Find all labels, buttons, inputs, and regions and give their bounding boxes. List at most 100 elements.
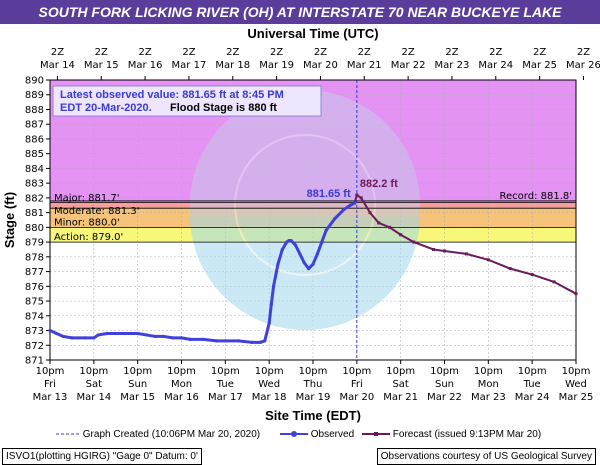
y-tick-label: 875 [25, 297, 44, 308]
top-tick-date: Mar 25 [522, 60, 557, 71]
observed-point [353, 201, 357, 205]
y-tick-label: 888 [25, 105, 44, 116]
observed-point [48, 328, 52, 333]
observed-point [258, 340, 262, 344]
observed-point [92, 336, 96, 340]
x-tick-date: Mar 13 [33, 392, 68, 403]
y-tick-label: 887 [25, 120, 44, 131]
top-tick-hour: 2Z [358, 47, 371, 58]
forecast-point [412, 240, 416, 244]
latest-value-line2: EDT 20-Mar-2020. [60, 102, 152, 114]
observed-point [324, 228, 328, 232]
observed-point [293, 243, 298, 247]
forecast-point [443, 249, 446, 253]
observed-point [250, 340, 254, 344]
record-label: Record: 881.8' [500, 191, 572, 202]
forecast-line [353, 193, 577, 295]
y-tick-label: 871 [25, 356, 44, 367]
forecast-point [368, 211, 372, 215]
x-tick-day: Wed [565, 379, 587, 390]
legend-graph-created-label: Graph Created (10:06PM Mar 20, 2020) [82, 429, 261, 440]
y-tick-label: 872 [25, 341, 44, 352]
observed-point [280, 247, 284, 252]
y-tick-label: 890 [25, 76, 44, 87]
forecast-point [530, 273, 534, 277]
observed-point [236, 339, 241, 343]
flood-label: Major: 881.7' [54, 193, 120, 204]
x-tick-date: Mar 14 [76, 392, 111, 403]
x-tick-day: Wed [258, 379, 280, 390]
observed-point [144, 333, 149, 337]
observed-point [179, 336, 184, 340]
forecast-peak-label: 882.2 ft [360, 178, 398, 190]
observed-point [83, 336, 87, 340]
observed-point [162, 334, 166, 339]
forecast-point [486, 258, 490, 262]
latest-value-line1: Latest observed value: 881.65 ft at 8:45… [60, 89, 284, 101]
x-tick-time: 10pm [474, 366, 503, 377]
observed-point [320, 240, 324, 244]
observed-point [223, 339, 227, 343]
observed-point [311, 262, 315, 266]
latest-value-box [52, 85, 322, 117]
observed-point [171, 336, 175, 340]
observed-point [61, 334, 65, 339]
observed-point [271, 284, 276, 288]
legend-forecast: Forecast (issued 9:13PM Mar 20) [362, 426, 541, 444]
legend-graph-created: Graph Created (10:06PM Mar 20, 2020) [56, 426, 260, 444]
top-tick-date: Mar 17 [172, 60, 207, 71]
observed-point [298, 252, 302, 256]
station-info: ISVO1(plotting HGIRG) "Gage 0" Datum: 0' [2, 448, 202, 465]
observed-point [54, 331, 59, 336]
legend: Graph Created (10:06PM Mar 20, 2020) Obs… [0, 426, 600, 444]
top-tick-date: Mar 14 [40, 60, 75, 71]
x-tick-day: Mon [171, 379, 192, 390]
flood-label: Moderate: 881.3' [54, 206, 139, 217]
observed-peak-label: 881.65 ft [307, 188, 351, 200]
data-source: Observations courtesy of US Geological S… [376, 448, 596, 465]
observed-point [307, 267, 311, 271]
legend-forecast-label: Forecast (issued 9:13PM Mar 20) [392, 429, 542, 440]
x-tick-time: 10pm [386, 366, 415, 377]
forecast-point [359, 196, 363, 200]
observed-point [188, 337, 192, 341]
y-tick-label: 880 [25, 223, 44, 234]
hydrograph-chart: Major: 881.7' Moderate: 881.3'Minor: 880.… [2, 26, 600, 423]
x-tick-date: Mar 23 [471, 392, 506, 403]
x-tick-day: Mon [478, 379, 499, 390]
y-tick-label: 876 [25, 282, 44, 293]
flood-label: Minor: 880.0' [54, 217, 120, 228]
top-axis-title: Universal Time (UTC) [247, 26, 378, 41]
top-tick-date: Mar 22 [391, 60, 426, 71]
y-tick-label: 883 [25, 179, 44, 190]
x-tick-day: Sat [86, 379, 102, 390]
top-tick-hour: 2Z [445, 47, 458, 58]
observed-point [315, 252, 319, 256]
x-tick-date: Mar 24 [515, 392, 550, 403]
top-tick-hour: 2Z [95, 47, 108, 58]
x-tick-time: 10pm [123, 366, 152, 377]
x-tick-day: Tue [523, 379, 541, 390]
legend-observed-label: Observed [310, 429, 355, 440]
forecast-point [432, 247, 436, 251]
x-tick-day: Tue [216, 379, 234, 390]
y-tick-label: 885 [25, 149, 44, 160]
y-tick-label: 873 [25, 326, 44, 337]
observed-point [136, 331, 140, 336]
top-tick-hour: 2Z [270, 47, 283, 58]
y-tick-label: 878 [25, 252, 44, 263]
x-axis-title: Site Time (EDT) [265, 408, 361, 423]
observed-point [333, 216, 337, 221]
x-tick-day: Fri [351, 379, 363, 390]
observed-point [342, 208, 346, 212]
flood-label: Action: 879.0' [54, 232, 123, 243]
observed-point [214, 339, 219, 343]
x-tick-date: Mar 21 [383, 392, 418, 403]
x-tick-time: 10pm [255, 366, 284, 377]
top-tick-hour: 2Z [139, 47, 152, 58]
x-tick-date: Mar 25 [559, 392, 594, 403]
x-tick-date: Mar 20 [339, 392, 374, 403]
top-tick-date: Mar 16 [128, 60, 163, 71]
top-tick-date: Mar 19 [259, 60, 294, 71]
x-tick-date: Mar 16 [164, 392, 199, 403]
